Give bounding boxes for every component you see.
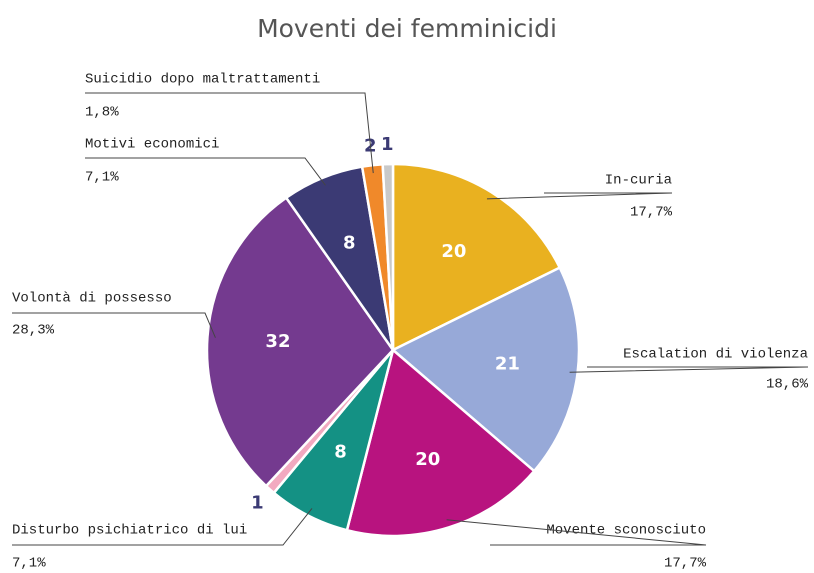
value-label: 8 [334, 442, 347, 463]
pie-slice [381, 162, 395, 351]
leader-line [569, 366, 809, 373]
percent-label: 7,1% [85, 170, 119, 186]
leader-line [12, 312, 216, 338]
leader-line [85, 92, 374, 174]
percent-label: 17,7% [630, 205, 673, 221]
category-label: In-curia [605, 173, 672, 189]
category-label: Escalation di violenza [623, 347, 808, 363]
category-label: Volontà di possesso [12, 291, 172, 307]
pie-slice [345, 347, 536, 538]
percent-label: 28,3% [12, 323, 55, 339]
category-label: Movente sconosciuto [546, 523, 706, 539]
percent-label: 18,6% [766, 377, 809, 393]
percent-label: 7,1% [12, 556, 46, 572]
value-label: 20 [415, 449, 440, 470]
category-label: Motivi economici [85, 137, 219, 153]
category-label: Suicidio dopo maltrattamenti [85, 72, 320, 88]
value-label: 32 [265, 331, 290, 352]
leader-line [446, 519, 707, 546]
pie-slice [391, 162, 562, 353]
pie-slice [390, 265, 581, 473]
leader-line [12, 508, 313, 546]
value-label: 21 [495, 353, 520, 374]
pie-slice [205, 195, 395, 488]
percent-label: 17,7% [664, 556, 707, 572]
value-label: 20 [441, 241, 466, 262]
value-label: 1 [251, 493, 264, 514]
category-label: Disturbo psichiatrico di lui [12, 523, 247, 539]
chart-title: Moventi dei femminicidi [257, 14, 557, 43]
value-label: 8 [343, 232, 356, 253]
value-label: 1 [381, 134, 394, 155]
leader-line [486, 192, 673, 200]
percent-label: 1,8% [85, 105, 119, 121]
leader-line [85, 157, 326, 186]
